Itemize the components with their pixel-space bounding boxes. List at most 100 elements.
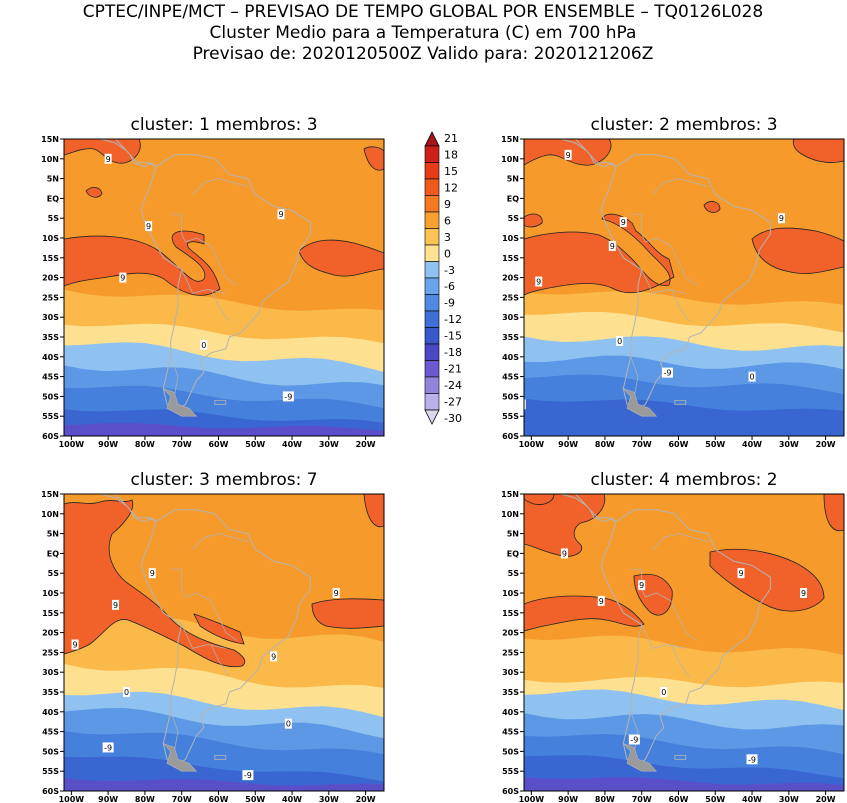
map-panel-cluster-3: cluster: 3 membros: 7 9 9 9 9 9 0 0 -9 -9 15N 10N 5N…: [41, 470, 385, 803]
lon-tick-label: 60W: [208, 795, 228, 803]
contour-label: 9: [277, 209, 285, 220]
lat-tick-label: 40S: [502, 353, 519, 362]
contour-label-box: [71, 639, 79, 650]
lat-tick-label: 40S: [502, 708, 519, 717]
contour-label: 9: [737, 568, 745, 579]
contour-label-text: 9: [621, 218, 626, 227]
contour-label-box: [737, 568, 745, 579]
patagonia-islands: [623, 743, 658, 772]
contour-label-text: -9: [748, 755, 756, 764]
lon-tick-label: 30W: [779, 795, 799, 803]
warm-core-region: [524, 494, 606, 557]
lat-tick-label: EQ: [47, 549, 59, 558]
header-line-2: Cluster Medio para a Temperatura (C) em …: [210, 23, 637, 43]
contour-label-box: [560, 548, 568, 559]
contour-label-text: 9: [779, 214, 784, 223]
warm-core-region: [709, 548, 825, 612]
lon-tick-label: 70W: [172, 795, 192, 803]
central-america-coastline: [542, 139, 617, 168]
warm-core-region: [823, 494, 844, 532]
contour-label-box: [746, 754, 758, 765]
lon-tick-label: 70W: [632, 795, 652, 803]
contour-label-box: [748, 371, 756, 382]
contour-label-text: 9: [113, 601, 118, 610]
contour-label-text: -9: [284, 392, 292, 401]
contour-label: 9: [535, 276, 543, 287]
panel-title: cluster: 4 membros: 2: [590, 470, 777, 490]
lat-tick-label: 25S: [42, 648, 59, 657]
country-border: [641, 624, 686, 649]
contour-label-text: 9: [106, 155, 111, 164]
lat-tick-label: 35S: [502, 333, 519, 342]
contour-label: 9: [111, 599, 119, 610]
colorbar-label: 18: [444, 148, 458, 161]
country-border: [170, 711, 179, 752]
lat-tick-label: 5N: [507, 175, 519, 184]
lat-tick-label: 40S: [42, 708, 59, 717]
south-america-coastline: [600, 154, 771, 413]
contour-label: -9: [242, 770, 254, 781]
temperature-field: 9 9 9 9 0 -9: [64, 139, 384, 436]
contour-label-box: [119, 272, 127, 283]
lat-tick-label: 10S: [42, 589, 59, 598]
country-border: [170, 213, 186, 243]
contour-label-box: [332, 588, 340, 598]
central-america-coastline: [542, 494, 617, 523]
contour-label-box: [242, 770, 254, 781]
contour-label-box: [535, 276, 543, 287]
contour-label-box: [564, 149, 572, 160]
lat-tick-label: 50S: [502, 392, 519, 401]
colorbar-segment: [424, 228, 440, 246]
lon-tick-label: 40W: [742, 795, 762, 803]
contour-label-text: 0: [201, 341, 206, 350]
contour-label-text: 9: [120, 274, 125, 283]
lat-tick-label: 20S: [502, 274, 519, 283]
contour-label-text: -9: [516, 400, 524, 409]
country-border: [185, 237, 238, 286]
contour-label: 9: [608, 240, 616, 251]
falkland-islands: [214, 400, 227, 405]
lat-tick-label: 15S: [502, 609, 519, 618]
lat-tick-label: 55S: [502, 767, 519, 776]
warm-core-region: [298, 239, 384, 277]
lat-tick-label: 30S: [502, 668, 519, 677]
contour-label-text: 9: [610, 242, 615, 251]
contour-label-box: [597, 595, 605, 606]
contour-label: 0: [200, 339, 208, 350]
country-border: [670, 289, 690, 322]
contour-label: 9: [800, 588, 808, 598]
contour-label-box: [661, 367, 673, 378]
colorbar-label: 21: [444, 132, 458, 145]
lon-tick-label: 20W: [816, 440, 836, 449]
contour-label: -9: [102, 742, 114, 753]
country-border: [192, 178, 248, 195]
contour-label: 9: [71, 639, 79, 650]
panel-title: cluster: 3 membros: 7: [130, 470, 317, 490]
colorbar-label: -27: [444, 396, 462, 409]
country-border: [170, 356, 179, 397]
warm-core-region: [64, 230, 221, 296]
lon-tick-label: 60W: [668, 795, 688, 803]
contour-label-box: [277, 209, 285, 220]
colorbar-segment: [424, 327, 440, 345]
contour-label: 9: [560, 548, 568, 559]
warm-core-region: [524, 213, 543, 228]
panel-title: cluster: 1 membros: 3: [130, 115, 317, 135]
lon-tick-label: 90W: [558, 440, 578, 449]
lat-tick-label: 5S: [508, 569, 520, 578]
warm-core-region: [311, 598, 384, 629]
contour-label-text: -9: [104, 743, 112, 752]
lat-tick-label: 35S: [42, 688, 59, 697]
lat-tick-label: 30S: [42, 668, 59, 677]
contour-label-box: [660, 687, 668, 697]
warm-core-region: [85, 187, 103, 198]
colorbar-segment: [424, 393, 440, 411]
lat-tick-label: 20S: [42, 274, 59, 283]
contour-label-text: 9: [72, 640, 77, 649]
contour-label-box: [200, 339, 208, 350]
colorbar-label: -12: [444, 313, 462, 326]
contour-label-text: 9: [271, 652, 276, 661]
contour-label-box: [524, 399, 526, 410]
contour-label-box: [104, 153, 112, 164]
colorbar-label: -21: [444, 363, 462, 376]
